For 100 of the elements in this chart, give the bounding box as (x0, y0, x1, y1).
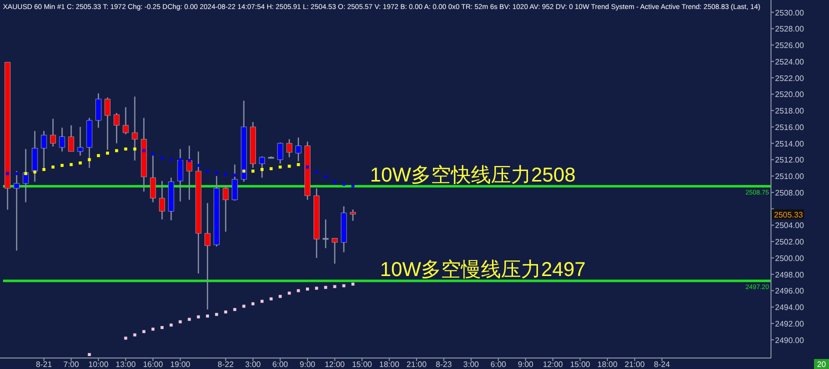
point (51, 166, 54, 169)
x-tick-label: 8-21 (36, 360, 52, 369)
y-tick-label: 2512.00 (775, 156, 804, 165)
point (60, 164, 64, 167)
counter: 20 (814, 359, 829, 369)
y-tick-label: 2522.00 (775, 74, 804, 83)
point (342, 284, 346, 288)
point (224, 172, 228, 176)
x-tick-label: 6:00 (490, 360, 507, 369)
y-tick-label: 2504.00 (775, 221, 804, 230)
y-tick-label: 2530.00 (775, 8, 804, 18)
point (78, 161, 82, 164)
x-tick-label: 12:00 (542, 360, 564, 369)
point (178, 320, 182, 324)
point (206, 170, 209, 173)
point (251, 170, 254, 173)
point (6, 172, 10, 176)
point (306, 166, 309, 169)
point (15, 172, 18, 176)
point (133, 333, 136, 336)
y-tick-label: 2510.00 (775, 172, 804, 182)
candlestick (14, 170, 20, 252)
point (233, 174, 236, 177)
y-tick-label: 2502.00 (775, 238, 804, 247)
point (270, 297, 273, 300)
point (178, 158, 182, 162)
point (188, 318, 191, 321)
candlestick (114, 112, 120, 144)
candlestick (259, 156, 266, 178)
price-tag: 2505.33 (772, 209, 804, 220)
point (333, 180, 336, 184)
point (215, 312, 218, 316)
x-tick-label: 6:00 (272, 360, 289, 369)
point (351, 184, 354, 188)
candlestick (277, 142, 284, 164)
point (270, 167, 273, 170)
annotation: 10W多空慢线压力2497 (380, 258, 586, 281)
y-tick-label: 2494.00 (775, 303, 804, 312)
candlestick (222, 184, 229, 232)
point (96, 154, 100, 158)
y-tick-label: 2492.00 (775, 319, 804, 328)
point (278, 294, 282, 298)
x-tick-label: 8-22 (218, 360, 234, 369)
candlestick (177, 148, 184, 202)
x-tick-label: 15:00 (570, 360, 591, 369)
point (351, 282, 354, 286)
x-tick-label: 18:00 (597, 360, 618, 369)
point (88, 353, 91, 356)
y-tick-label: 2520.00 (775, 90, 804, 100)
candlestick (132, 96, 138, 162)
point (160, 326, 164, 330)
candlestick (332, 238, 338, 264)
point (206, 314, 209, 318)
candlestick (59, 127, 66, 152)
point (288, 164, 291, 168)
point (142, 330, 146, 334)
point (196, 315, 200, 318)
y-tick-label: 2496.00 (775, 286, 804, 296)
x-tick-label: 13:00 (116, 360, 136, 369)
candlestick (286, 138, 292, 158)
candlestick (22, 148, 29, 203)
point (224, 310, 228, 314)
x-tick-label: 8-24 (654, 360, 670, 369)
point (242, 170, 246, 173)
candlestick (159, 180, 166, 220)
x-tick-label: 8-23 (436, 360, 452, 369)
point (33, 170, 36, 174)
candlestick (322, 218, 329, 249)
y-tick-label: 2490.00 (775, 336, 804, 345)
x-tick-label: 7:00 (63, 360, 80, 369)
candlestick (95, 92, 102, 128)
point (242, 304, 246, 308)
point (124, 336, 128, 340)
y-tick-label: 2500.00 (775, 254, 804, 263)
x-tick-label: 15:00 (352, 360, 373, 369)
y-tick-label: 2528.00 (775, 24, 804, 34)
point (333, 285, 336, 288)
candlestick (50, 118, 56, 148)
x-tick-label: 16:00 (142, 360, 164, 369)
point (151, 152, 154, 156)
y-tick-label: 2514.00 (775, 139, 804, 148)
point (160, 156, 164, 160)
x-tick-label: 19:00 (170, 360, 191, 369)
point (251, 302, 254, 306)
candlestick (104, 96, 110, 150)
point (70, 163, 73, 166)
x-tick-label: 10:00 (88, 360, 109, 369)
point (133, 148, 136, 151)
point (115, 149, 118, 152)
point (196, 164, 200, 167)
x-tick-label: 9:00 (518, 360, 534, 369)
point (315, 286, 318, 290)
candlestick (186, 145, 192, 200)
point (88, 158, 91, 162)
x-tick-label: 3:00 (245, 360, 262, 369)
y-tick-label: 2526.00 (775, 41, 804, 50)
point (188, 158, 191, 162)
y-tick-label: 2498.00 (775, 270, 804, 280)
point (342, 182, 346, 186)
x-tick-label: 3:00 (463, 360, 480, 369)
